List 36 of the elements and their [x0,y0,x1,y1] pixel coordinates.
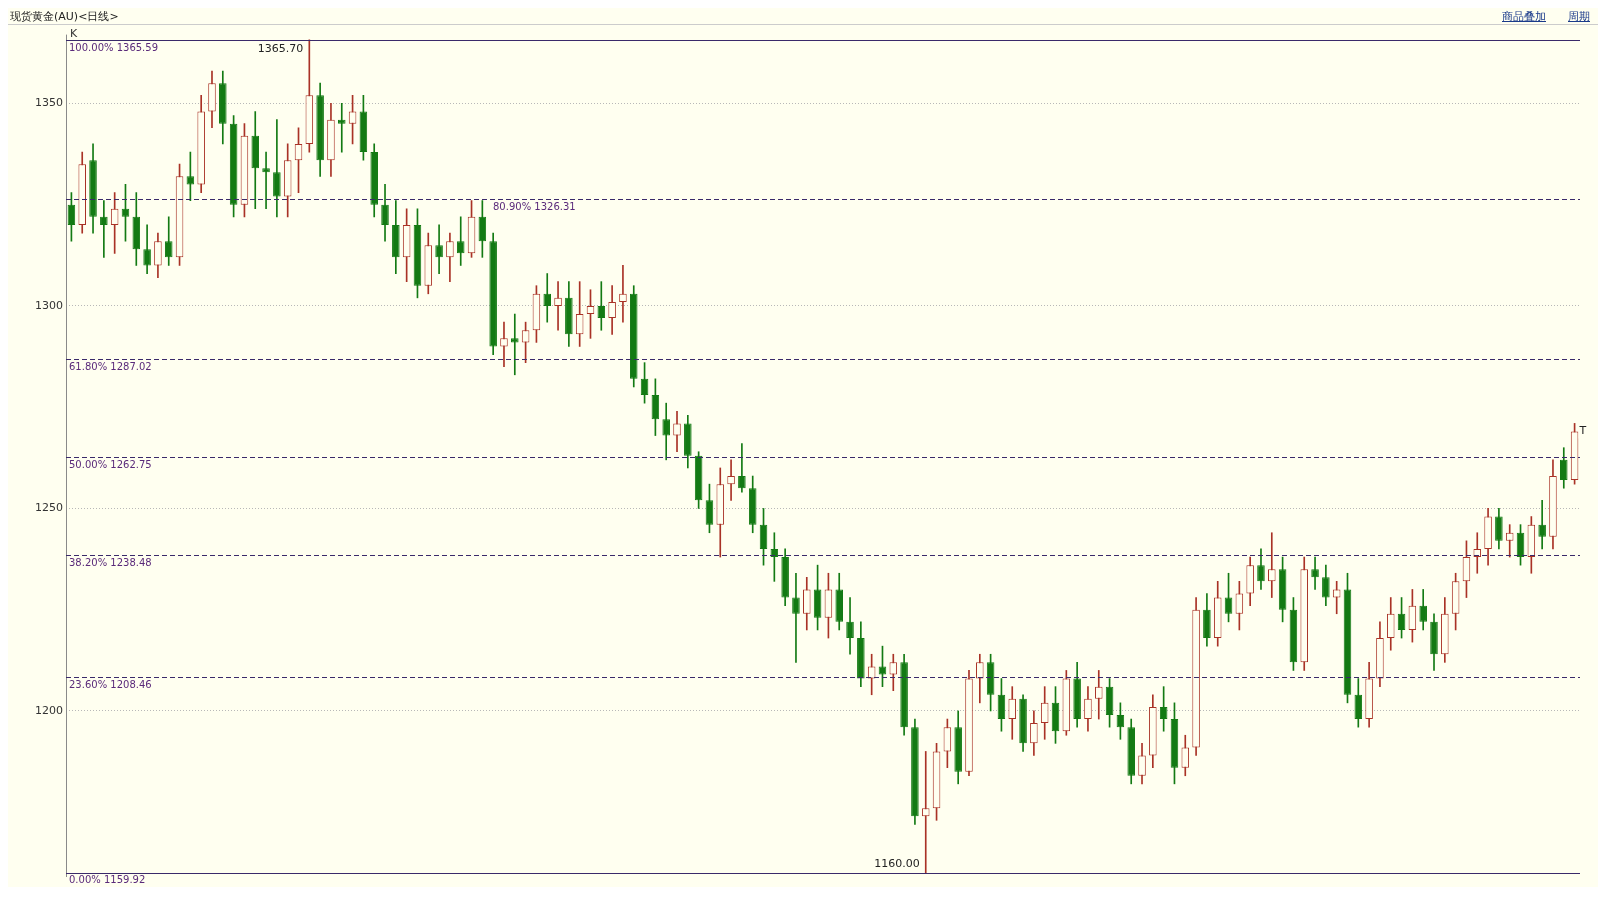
y-tick-label: 1300 [35,298,63,312]
ref-line-label: 50.00% 1262.75 [69,459,152,471]
candlestick [619,265,627,323]
annotation: K [70,27,78,40]
ref-line-label: 80.90% 1326.31 [493,201,576,213]
annotation: 1160.00 [874,856,920,870]
y-tick-label: 1200 [35,703,63,717]
ref-line-label: 61.80% 1287.02 [69,361,152,373]
candlestick [100,200,108,258]
candlestick [337,103,346,153]
candlestick [262,151,270,210]
candlestick [727,459,735,501]
candlestick [921,751,930,874]
candlestick [554,281,562,331]
candlestick [456,216,465,266]
chart-title: 现货黄金(AU)<日线> [10,9,119,24]
ref-line-label: 23.60% 1208.46 [69,679,152,691]
ref-line-label: 38.20% 1238.48 [69,557,152,569]
ref-line-label: 0.00% 1159.92 [69,874,146,886]
candlestick [511,313,519,376]
candlestick [543,273,552,323]
y-tick-label: 1250 [35,501,63,515]
candlestick [792,572,800,663]
candlestick [1268,532,1276,598]
candlestick [435,224,443,274]
y-tick-label: 1350 [35,96,63,110]
text: 周期 [1568,10,1590,23]
annotation: 1365.70 [257,41,304,55]
annotation: T [1578,424,1587,438]
candlestick [1473,532,1482,574]
ref-line-label: 100.00% 1365.59 [69,42,159,54]
candlestick [738,443,746,493]
candlestick [1311,556,1319,590]
candlestick [500,321,508,368]
candlestick [1538,500,1546,550]
text: 商品叠加 [1502,10,1546,23]
